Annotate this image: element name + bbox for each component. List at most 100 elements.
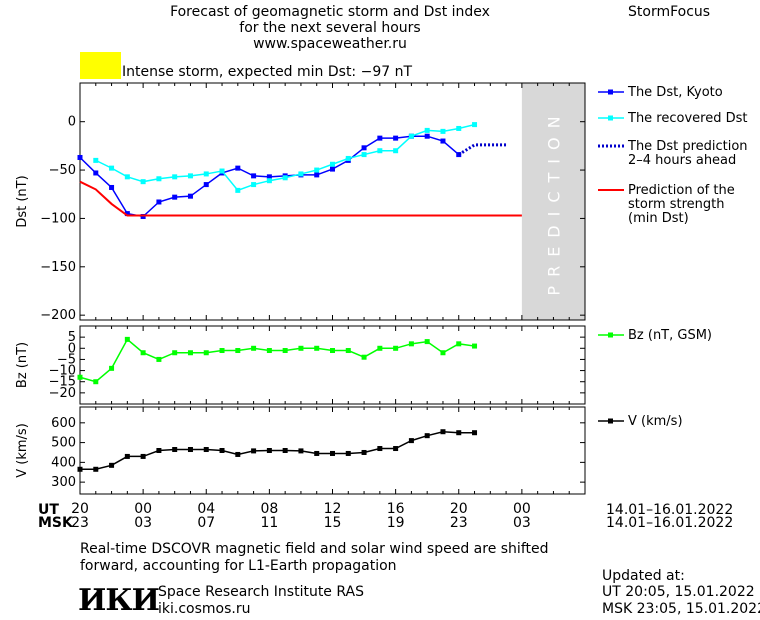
data-point-the-recovered-dst — [393, 148, 399, 154]
updated-ut: UT 20:05, 15.01.2022 — [602, 584, 755, 600]
prediction-band — [521, 83, 585, 320]
data-point-bz-nt-gsm — [408, 341, 414, 347]
msk-tick-label: 23 — [450, 515, 468, 531]
data-point-the-recovered-dst — [298, 171, 304, 177]
data-point-bz-nt-gsm — [472, 343, 478, 349]
storm-status-swatch — [80, 52, 121, 79]
data-point-the-recovered-dst — [219, 168, 225, 174]
data-point-bz-nt-gsm — [140, 350, 146, 356]
msk-tick-label: 23 — [71, 515, 89, 531]
data-point-the-recovered-dst — [235, 187, 241, 193]
data-point-bz-nt-gsm — [93, 379, 99, 385]
ut-tick-label: 00 — [134, 501, 152, 517]
data-point-the-dst-kyoto — [314, 172, 320, 178]
data-point-bz-nt-gsm — [282, 348, 288, 354]
data-point-bz-nt-gsm — [203, 350, 209, 356]
data-point-the-dst-kyoto — [235, 165, 241, 171]
data-point-v-km-s — [109, 462, 115, 468]
data-point-v-km-s — [140, 453, 146, 459]
data-point-bz-nt-gsm — [187, 350, 193, 356]
data-point-the-dst-kyoto — [93, 170, 99, 176]
institute-name: Space Research Institute RAS — [158, 584, 364, 600]
data-point-v-km-s — [219, 448, 225, 453]
ut-axis-label: UT — [38, 502, 59, 518]
msk-tick-label: 19 — [387, 515, 405, 531]
y-tick-label-v: 300 — [51, 475, 76, 490]
legend-label: (min Dst) — [628, 211, 689, 226]
data-point-bz-nt-gsm — [109, 365, 115, 371]
y-tick-label-dst: −150 — [40, 260, 76, 275]
data-point-bz-nt-gsm — [393, 345, 399, 351]
legend-label: V (km/s) — [628, 414, 683, 429]
legend-label: The Dst, Kyoto — [627, 85, 723, 100]
ut-tick-label: 20 — [71, 501, 89, 517]
data-point-the-dst-kyoto — [77, 154, 83, 160]
msk-date-range: 14.01–16.01.2022 — [606, 515, 734, 531]
y-tick-label-bz: 5 — [68, 330, 76, 345]
ut-date-range: 14.01–16.01.2022 — [606, 502, 734, 518]
data-point-the-dst-kyoto — [377, 135, 383, 141]
y-tick-label-bz: −5 — [57, 352, 76, 367]
chart-title-line2: for the next several hours — [239, 20, 421, 36]
data-point-v-km-s — [424, 433, 430, 439]
data-point-the-dst-kyoto — [424, 133, 430, 139]
data-point-bz-nt-gsm — [377, 345, 383, 351]
data-point-v-km-s — [235, 451, 241, 457]
chart-title-line1: Forecast of geomagnetic storm and Dst in… — [170, 4, 490, 20]
iki-logo: ИКИ — [78, 583, 160, 618]
data-point-the-dst-kyoto — [330, 166, 335, 172]
data-point-the-recovered-dst — [377, 148, 383, 154]
legend-label: The Dst prediction — [627, 139, 748, 154]
data-point-v-km-s — [93, 466, 99, 472]
data-point-the-recovered-dst — [140, 179, 146, 185]
data-point-bz-nt-gsm — [77, 374, 83, 380]
data-point-bz-nt-gsm — [361, 354, 367, 360]
legend-label: The recovered Dst — [627, 111, 747, 126]
data-point-v-km-s — [77, 466, 83, 472]
ut-tick-label: 04 — [197, 501, 215, 517]
legend-marker — [608, 89, 613, 95]
data-point-bz-nt-gsm — [298, 345, 304, 351]
website-link[interactable]: www.spaceweather.ru — [253, 36, 407, 52]
institute-site-link[interactable]: iki.cosmos.ru — [158, 601, 251, 617]
y-tick-label-bz: −15 — [49, 375, 76, 390]
data-point-the-dst-kyoto — [124, 211, 130, 217]
data-point-the-recovered-dst — [172, 174, 178, 180]
data-point-v-km-s — [345, 450, 351, 456]
data-point-the-recovered-dst — [440, 128, 446, 134]
y-axis-label-bz: Bz (nT) — [15, 342, 30, 388]
app-name: StormFocus — [628, 4, 711, 20]
y-tick-label-bz: −20 — [49, 386, 76, 401]
data-point-v-km-s — [361, 449, 367, 455]
data-point-the-recovered-dst — [314, 167, 320, 173]
data-point-the-recovered-dst — [109, 165, 115, 171]
data-point-v-km-s — [393, 446, 399, 452]
ut-tick-label: 08 — [260, 501, 278, 517]
y-tick-label-v: 500 — [51, 436, 76, 451]
data-point-bz-nt-gsm — [424, 339, 430, 345]
ut-tick-label: 12 — [324, 501, 342, 517]
prediction-band-label: PREDICTION — [544, 107, 563, 295]
series-line-v-km-s — [80, 430, 475, 471]
ut-tick-label: 20 — [450, 501, 468, 517]
data-point-the-dst-kyoto — [203, 182, 209, 188]
footer-note-line2: forward, accounting for L1-Earth propaga… — [80, 558, 397, 574]
data-point-the-recovered-dst — [266, 178, 272, 184]
data-point-v-km-s — [203, 447, 209, 453]
footer-note-line1: Real-time DSCOVR magnetic field and sola… — [80, 541, 549, 557]
data-point-v-km-s — [124, 453, 130, 459]
series-line-prediction-of-the-storm-strength-min-dst — [79, 180, 522, 217]
data-point-v-km-s — [172, 447, 178, 453]
data-point-bz-nt-gsm — [314, 345, 320, 351]
data-point-the-dst-kyoto — [393, 135, 399, 141]
data-point-v-km-s — [251, 448, 257, 454]
data-point-v-km-s — [440, 429, 446, 435]
data-point-the-dst-kyoto — [109, 184, 115, 190]
panel-frame-dst — [79, 82, 586, 321]
panel-frame-bz — [79, 325, 586, 405]
data-point-v-km-s — [187, 447, 193, 453]
msk-tick-label: 07 — [197, 515, 215, 531]
panel-frame-v — [79, 406, 586, 495]
data-point-the-recovered-dst — [361, 152, 367, 158]
